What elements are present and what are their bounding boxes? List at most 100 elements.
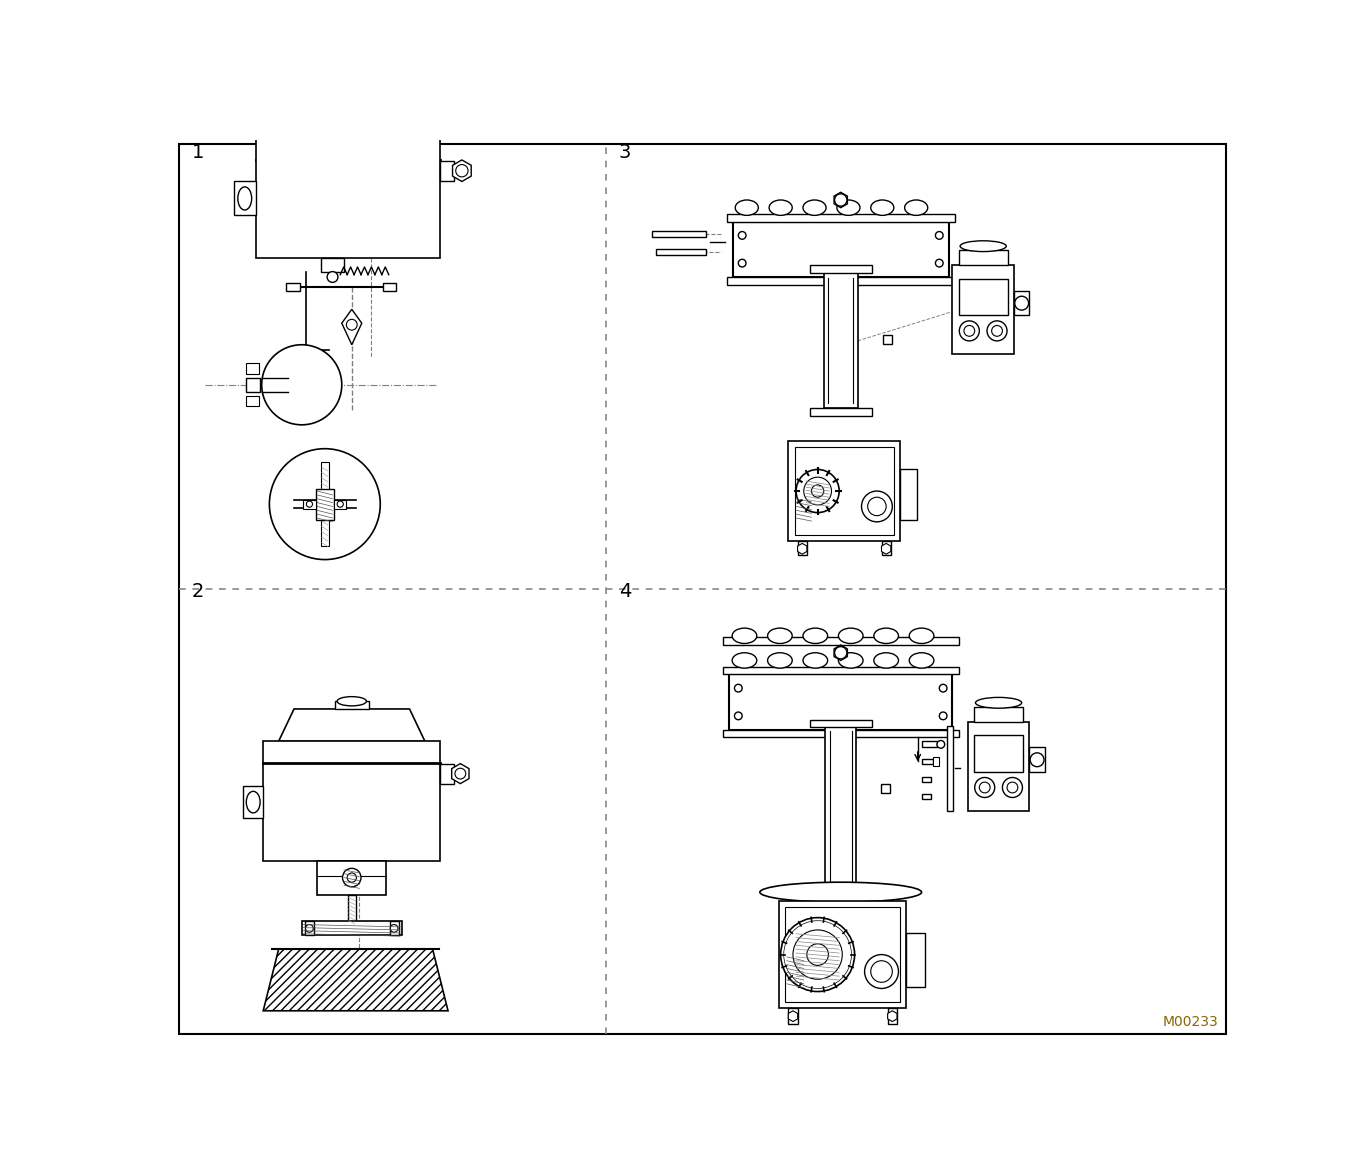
Ellipse shape — [333, 96, 363, 105]
Circle shape — [867, 497, 886, 515]
Ellipse shape — [803, 201, 826, 216]
Ellipse shape — [732, 628, 756, 644]
Bar — [263, 742, 440, 861]
Circle shape — [992, 325, 1003, 336]
Bar — [959, 279, 1008, 316]
Circle shape — [347, 319, 358, 330]
Bar — [797, 541, 807, 555]
Bar — [244, 786, 263, 819]
Bar — [959, 250, 1008, 266]
Text: 4: 4 — [619, 582, 632, 600]
Bar — [332, 100, 364, 107]
Ellipse shape — [910, 628, 934, 644]
Circle shape — [796, 470, 840, 513]
Circle shape — [864, 955, 899, 989]
Polygon shape — [452, 160, 471, 182]
Ellipse shape — [736, 201, 759, 216]
Bar — [729, 674, 952, 730]
Polygon shape — [881, 543, 890, 554]
Text: M00233: M00233 — [1162, 1014, 1218, 1028]
Bar — [810, 719, 871, 728]
Ellipse shape — [874, 628, 899, 644]
Circle shape — [347, 873, 356, 883]
Circle shape — [1030, 753, 1044, 767]
Bar — [726, 213, 955, 222]
Bar — [321, 258, 344, 272]
Bar — [334, 701, 369, 709]
Ellipse shape — [769, 201, 792, 216]
Text: 3: 3 — [619, 142, 632, 162]
Bar — [652, 231, 706, 237]
Circle shape — [959, 321, 980, 340]
Bar — [440, 764, 455, 784]
Polygon shape — [278, 709, 425, 742]
Bar — [304, 921, 314, 935]
Polygon shape — [452, 764, 469, 784]
Circle shape — [807, 943, 829, 965]
Circle shape — [307, 501, 312, 507]
Ellipse shape — [874, 653, 899, 668]
Circle shape — [974, 778, 995, 798]
Bar — [334, 499, 347, 508]
Bar — [900, 470, 917, 520]
Circle shape — [456, 164, 469, 177]
Circle shape — [793, 930, 843, 979]
Ellipse shape — [975, 697, 1022, 708]
Ellipse shape — [910, 653, 934, 668]
Circle shape — [862, 491, 892, 522]
Bar — [810, 266, 871, 273]
Bar — [922, 794, 930, 799]
Bar — [922, 742, 937, 746]
Bar — [810, 408, 871, 415]
Ellipse shape — [732, 653, 756, 668]
Ellipse shape — [247, 792, 260, 813]
Bar — [247, 395, 259, 406]
Circle shape — [327, 272, 338, 282]
Circle shape — [738, 259, 747, 267]
Circle shape — [936, 232, 943, 239]
Circle shape — [964, 325, 974, 336]
Circle shape — [738, 232, 747, 239]
Bar — [884, 335, 892, 344]
Text: 2: 2 — [192, 582, 204, 600]
Bar — [967, 722, 1029, 810]
Ellipse shape — [760, 883, 922, 902]
Bar — [723, 667, 959, 674]
Polygon shape — [267, 107, 429, 139]
Circle shape — [390, 925, 397, 933]
Bar — [823, 273, 858, 408]
Circle shape — [262, 345, 341, 424]
Circle shape — [834, 194, 847, 206]
Circle shape — [804, 477, 832, 505]
Ellipse shape — [803, 653, 827, 668]
Bar — [321, 462, 329, 547]
Bar — [656, 250, 706, 255]
Text: 1: 1 — [192, 142, 204, 162]
Ellipse shape — [767, 628, 792, 644]
Ellipse shape — [767, 653, 792, 668]
Circle shape — [937, 740, 945, 749]
Polygon shape — [834, 192, 848, 208]
Circle shape — [734, 684, 743, 691]
Circle shape — [1007, 782, 1018, 793]
Bar — [382, 283, 396, 290]
Circle shape — [270, 449, 381, 560]
Bar — [974, 707, 1023, 722]
Bar — [286, 283, 300, 290]
Bar — [247, 378, 260, 392]
Bar — [780, 900, 906, 1009]
Ellipse shape — [837, 201, 860, 216]
Bar — [723, 638, 959, 645]
Circle shape — [986, 321, 1007, 340]
Bar — [726, 278, 955, 285]
Bar — [1029, 747, 1045, 772]
Bar — [947, 726, 954, 810]
Ellipse shape — [838, 628, 863, 644]
Bar — [440, 161, 455, 181]
Bar — [301, 921, 401, 935]
Bar — [881, 541, 890, 555]
Bar — [234, 181, 256, 216]
Bar — [788, 441, 900, 541]
Bar — [733, 222, 948, 278]
Circle shape — [342, 869, 362, 887]
